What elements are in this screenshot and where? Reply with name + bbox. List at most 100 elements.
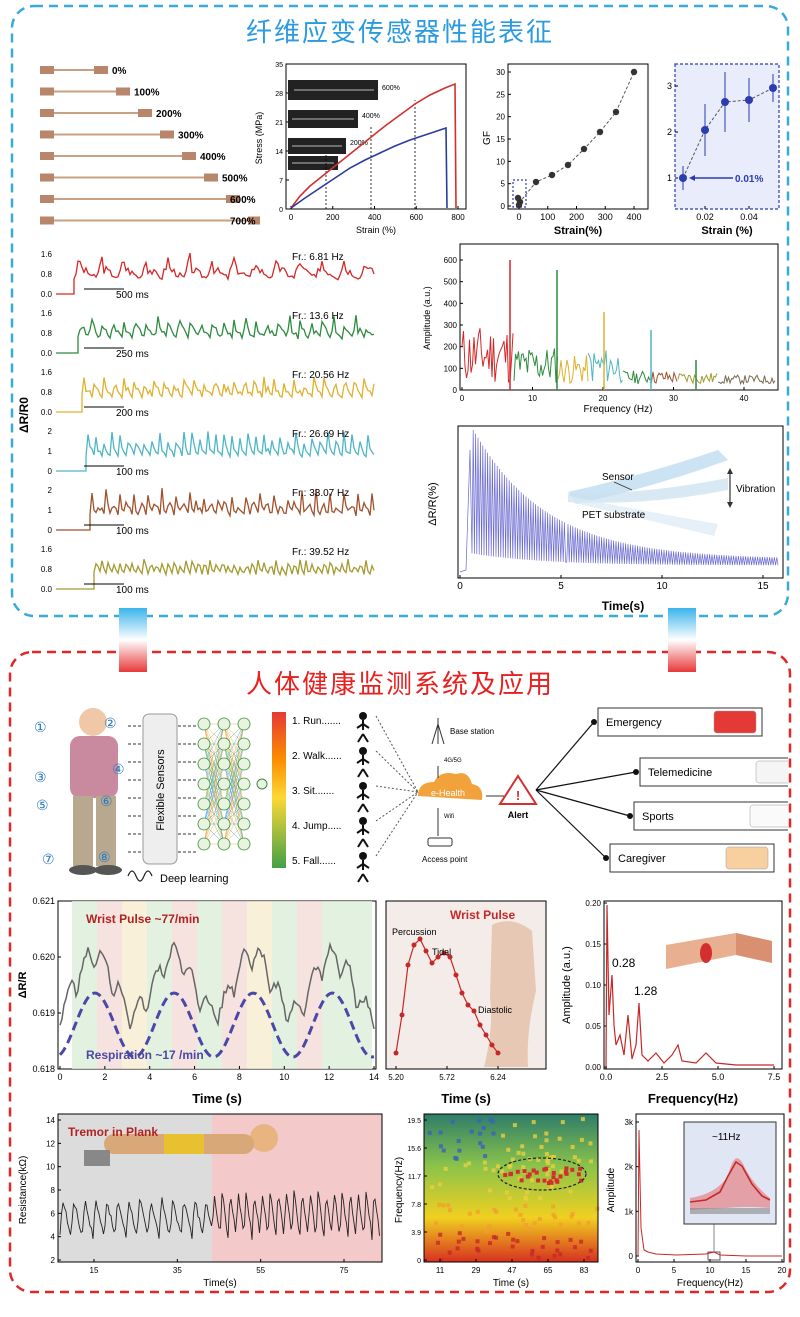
- nn-edge: [203, 763, 225, 845]
- inset-label-400: 400%: [362, 113, 380, 120]
- spectrogram-cell: [521, 1218, 526, 1223]
- spectrogram-cell: [555, 1248, 560, 1253]
- spectrogram-cell: [438, 1130, 443, 1135]
- plank-person-illustration: [84, 1124, 278, 1166]
- spectrogram-cell: [447, 1250, 452, 1255]
- x-tick-label: 0: [57, 1072, 62, 1082]
- cloud-icon: [418, 773, 483, 800]
- clamp-right: [182, 152, 196, 160]
- gf-point: [515, 201, 523, 209]
- gf-zoom-xlabel: Strain (%): [701, 225, 753, 237]
- spectrum-ylabel: Amplitude (a.u.): [422, 286, 432, 350]
- spectrogram-cell: [434, 1221, 439, 1226]
- wrist-pulse-point: [405, 962, 411, 968]
- access-point-label: Access point: [422, 855, 468, 864]
- activity-icon: [359, 782, 367, 790]
- y-tick-label: 15: [496, 135, 505, 144]
- nn-node: [197, 717, 211, 731]
- spectrogram-cell: [540, 1244, 545, 1249]
- tremor-band-cell: [536, 1178, 541, 1183]
- decay-ylabel: ΔR/R(%): [427, 482, 439, 525]
- x-tick-label: 75: [340, 1266, 349, 1275]
- clamp-right: [94, 66, 108, 74]
- sensor-label: Sensor: [602, 472, 634, 483]
- vibration-trace: [56, 252, 375, 295]
- spectrogram-cell: [488, 1241, 492, 1246]
- y-tick-label: 0.619: [32, 1008, 55, 1018]
- spectrogram-cell: [487, 1188, 492, 1193]
- spectrogram-cell: [586, 1256, 591, 1260]
- y-tick-label: 8: [51, 1186, 56, 1195]
- spectrogram-cell: [438, 1232, 443, 1237]
- spectrogram-cell: [558, 1222, 563, 1227]
- gf-zoom-annotation: 0.01%: [735, 174, 763, 185]
- activity-link: [375, 791, 419, 822]
- y-tick-label: 15.6: [407, 1146, 421, 1153]
- stress-strain-chart: 35 28 21 14 7 00 200 400 600 800 200% 400% 600% S…: [254, 62, 467, 235]
- x-tick-label: 12: [324, 1072, 334, 1082]
- gf-point: [612, 108, 620, 116]
- stress-curve-red: [290, 82, 457, 209]
- nn-node: [237, 717, 251, 731]
- pulse-band: [347, 901, 372, 1069]
- nn-edge: [203, 783, 225, 845]
- clamp-left: [40, 109, 54, 117]
- x-tick-label: 400: [626, 212, 641, 222]
- y-tick-label: 5: [501, 180, 506, 189]
- vibration-decay: 0 5 10 15 Sensor PET substrate Vibration ΔR…: [427, 425, 784, 613]
- trace-y-tick: 0: [48, 526, 53, 535]
- y-tick-label: 300: [444, 321, 458, 330]
- top-title: 纤维应变传感器性能表征: [245, 18, 554, 48]
- wrist-pulse-point: [465, 1002, 471, 1008]
- tremor-band-cell: [527, 1172, 532, 1177]
- y-tick-label: 14: [275, 149, 283, 156]
- spectrogram-cell: [506, 1231, 511, 1236]
- spectrogram-cell: [453, 1155, 458, 1160]
- trace-frequency: Fr.: 33.07 Hz: [292, 488, 349, 499]
- spectrogram-cell: [544, 1138, 549, 1143]
- clamp-right: [116, 87, 130, 96]
- spectrogram-cell: [529, 1252, 534, 1257]
- vibration-trace: [56, 487, 375, 531]
- spectrogram-cell: [546, 1160, 551, 1165]
- destination-icon: [713, 710, 757, 734]
- spectrogram-cell: [530, 1248, 535, 1253]
- spectrogram-cell: [461, 1236, 466, 1241]
- spectrogram-cell: [496, 1164, 500, 1169]
- spectrogram-ylabel: Frequency(Hz): [394, 1157, 405, 1223]
- spectrogram-cell: [588, 1141, 593, 1146]
- vibration-trace: [56, 558, 375, 590]
- destination-icon: [749, 804, 788, 828]
- tremor-band-cell: [551, 1171, 556, 1175]
- spectrogram-cell: [579, 1137, 584, 1142]
- spectrogram-cell: [511, 1237, 516, 1242]
- y-tick-label: 0: [279, 207, 283, 214]
- y-tick-label: 0: [501, 202, 506, 211]
- tremor-band-cell: [515, 1169, 520, 1174]
- spectrogram-cell: [457, 1148, 462, 1153]
- gf-point: [532, 178, 540, 186]
- x-tick-label: 30: [669, 394, 678, 403]
- wrist-pulse-point: [489, 1042, 495, 1048]
- nn-node: [237, 837, 251, 851]
- network-label: 4G/5G: [444, 758, 462, 764]
- nn-node: [237, 777, 251, 791]
- spectrogram-cell: [560, 1120, 565, 1125]
- trace-y-tick: 1.6: [41, 250, 53, 259]
- spectrogram-cell: [483, 1154, 488, 1159]
- x-tick-label: 7.5: [768, 1072, 781, 1082]
- clamp-right: [204, 173, 218, 182]
- deep-learning-label: Deep learning: [160, 873, 229, 885]
- x-tick-label: 8: [237, 1072, 242, 1082]
- tremor-band-cell: [542, 1167, 547, 1172]
- y-tick-label: 25: [496, 90, 505, 99]
- spectrogram-cell: [589, 1159, 593, 1164]
- gf-zoom-chart: 3 2 1 0.02 0.04 0.01% Strain (%): [667, 63, 780, 237]
- elderly-person-illustration: [69, 708, 122, 875]
- tremor-fft-ylabel: Amplitude: [606, 1167, 617, 1212]
- spectrogram-cell: [588, 1248, 593, 1253]
- gf-zoom-point: [679, 174, 687, 182]
- x-tick-label: 10: [279, 1072, 289, 1082]
- spectrogram-cell: [545, 1158, 550, 1163]
